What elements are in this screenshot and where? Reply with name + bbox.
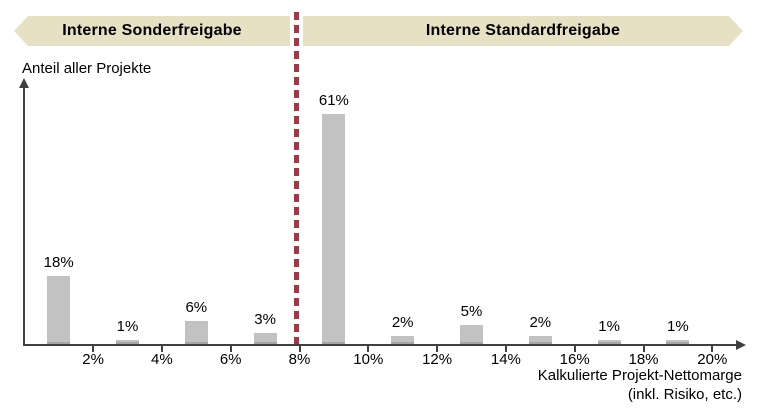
bar-value-label: 18% (43, 254, 74, 272)
x-axis-tick (436, 346, 439, 352)
x-axis-arrowhead (736, 340, 746, 350)
bar (253, 332, 277, 344)
x-axis-tick-label: 6% (219, 351, 242, 368)
x-axis-tick-label: 4% (151, 351, 173, 368)
bar (322, 114, 346, 344)
bar (391, 336, 415, 344)
bar-value-label: 2% (529, 314, 552, 332)
y-axis-line (23, 87, 25, 345)
bar-value-label: 5% (460, 303, 483, 321)
header-band-left: Interne Sonderfreigabe (14, 16, 290, 46)
bar (460, 325, 483, 344)
bar-value-label: 1% (667, 318, 689, 336)
y-axis-arrowhead (19, 78, 29, 88)
bar (528, 336, 552, 344)
header-band-right-label: Interne Standardfreigabe (425, 22, 621, 39)
x-axis-tick (160, 346, 163, 352)
x-axis-tick (367, 346, 370, 352)
bar (184, 321, 208, 344)
x-axis-tick (92, 346, 95, 352)
x-axis-tick-label: 14% (490, 351, 521, 368)
x-axis-tick-label: 20% (697, 351, 728, 368)
x-axis-title: Kalkulierte Projekt-Nettomarge (537, 367, 742, 384)
bar-value-label: 3% (254, 310, 276, 328)
x-axis-tick-label: 16% (559, 351, 590, 368)
bar-value-label: 2% (391, 314, 414, 332)
bar-value-label: 6% (185, 299, 208, 317)
threshold-divider-dashed-line (294, 12, 299, 344)
x-axis-tick (504, 346, 507, 352)
bar (47, 276, 71, 344)
bar-value-label: 61% (318, 92, 349, 110)
x-axis-tick-label: 2% (82, 351, 104, 368)
bar (597, 340, 621, 344)
x-axis-tick (229, 346, 232, 352)
x-axis-line (23, 344, 736, 346)
x-axis-tick-label: 8% (288, 351, 311, 368)
x-axis-tick (573, 346, 576, 352)
bar-value-label: 1% (598, 318, 620, 336)
y-axis-title: Anteil aller Projekte (22, 60, 152, 77)
bar (666, 340, 690, 344)
header-band-right: Interne Standardfreigabe (303, 16, 743, 46)
x-axis-tick-label: 12% (422, 351, 453, 368)
x-axis-tick (711, 346, 714, 352)
x-axis-tick-label: 18% (628, 351, 659, 368)
x-axis-title-line2: (inkl. Risiko, etc.) (627, 386, 742, 403)
header-band-left-label: Interne Sonderfreigabe (62, 22, 242, 39)
x-axis-tick (642, 346, 645, 352)
x-axis-tick-label: 10% (353, 351, 384, 368)
x-axis-tick (298, 346, 301, 352)
bar-value-label: 1% (116, 318, 139, 336)
bar (116, 340, 139, 344)
